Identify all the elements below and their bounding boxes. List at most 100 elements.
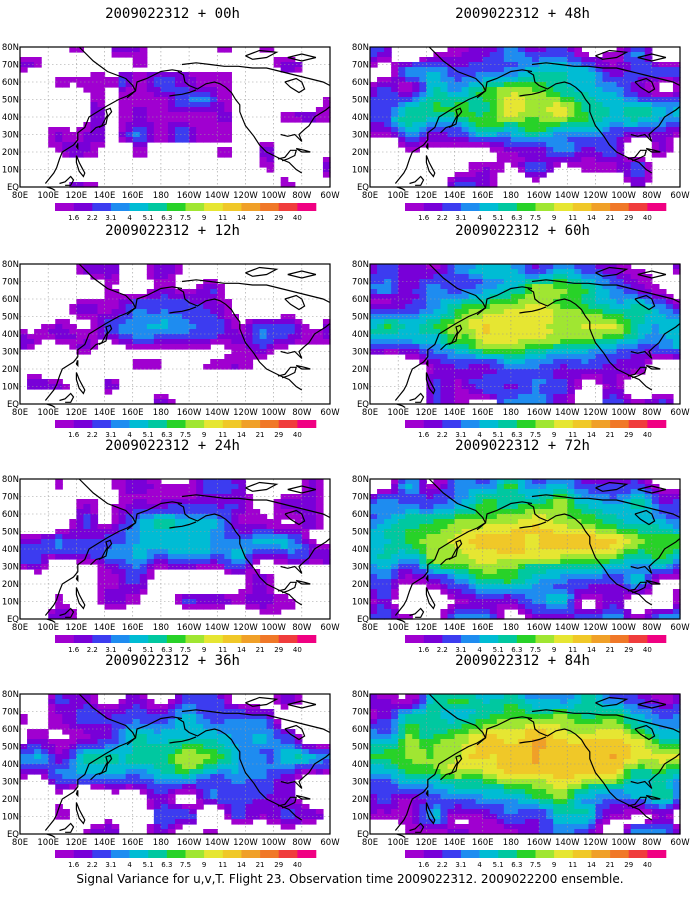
field-cell [475, 67, 484, 73]
field-cell [20, 62, 28, 68]
field-cell [433, 389, 442, 395]
field-cell [83, 304, 92, 310]
field-cell [231, 759, 240, 765]
field-cell [203, 509, 211, 515]
field-cell [301, 329, 310, 335]
field-cell [651, 324, 660, 330]
field-cell [454, 324, 463, 330]
coastline [44, 46, 137, 184]
field-cell [294, 534, 303, 540]
field-cell [259, 539, 268, 545]
field-cell [301, 754, 310, 760]
field-cell [210, 699, 218, 705]
field-cell [616, 97, 625, 103]
field-cell [238, 599, 247, 605]
field-cell [574, 289, 582, 295]
field-cell [210, 334, 218, 340]
field-cell [503, 344, 512, 350]
field-cell [118, 534, 127, 540]
field-cell [97, 309, 106, 315]
colorbar-label: 14 [237, 646, 246, 654]
field-cell [419, 77, 427, 83]
coastline [280, 538, 331, 574]
field-cell [377, 127, 385, 133]
field-cell [405, 107, 413, 113]
field-cell [510, 77, 519, 83]
field-cell [287, 529, 296, 535]
field-cell [433, 284, 442, 290]
field-cell [567, 92, 575, 98]
field-cell [132, 694, 141, 700]
field-cell [475, 177, 484, 183]
lon-tick-label: 140E [444, 191, 466, 201]
field-cell [160, 102, 169, 108]
field-cell [189, 594, 197, 600]
lon-tick-label: 160E [122, 191, 144, 201]
field-cell [539, 329, 547, 335]
field-cell [182, 759, 190, 765]
field-cell [651, 62, 660, 68]
field-cell [440, 284, 449, 290]
field-cell [539, 284, 547, 290]
field-cell [139, 709, 148, 715]
field-cell [637, 117, 646, 123]
field-cell [167, 72, 176, 78]
field-cell [496, 127, 505, 133]
field-cell [118, 519, 127, 525]
colorbar: 1.6 2.2 3.1 4 5.1 6.3 7.5 9 11 14 21 29 40 [55, 850, 317, 869]
field-cell [616, 309, 625, 315]
field-cell [231, 499, 240, 505]
field-cell [245, 514, 254, 520]
field-cell [182, 329, 190, 335]
field-cell [259, 534, 268, 540]
field-cell [203, 549, 211, 555]
field-cell [433, 67, 442, 73]
field-cell [111, 774, 120, 780]
field-cell [266, 549, 275, 555]
field-cell [167, 809, 176, 815]
field-cell [224, 354, 232, 360]
field-cell [132, 359, 141, 365]
field-cell [553, 284, 561, 290]
field-cell [489, 107, 498, 113]
field-cell [217, 324, 225, 330]
field-cell [287, 729, 296, 735]
field-cell [468, 324, 477, 330]
field-cell [175, 324, 183, 330]
field-cell [132, 719, 141, 725]
field-cell [461, 82, 470, 88]
field-cell [475, 274, 484, 280]
field-cell [245, 594, 254, 600]
field-cell [658, 147, 667, 153]
field-cell [384, 102, 392, 108]
field-cell [252, 604, 261, 610]
lon-tick-label: 120E [66, 623, 88, 633]
field-cell [217, 694, 225, 700]
field-cell [370, 132, 378, 138]
field-cell [48, 694, 56, 700]
field-cell [510, 67, 519, 73]
field-cell [454, 172, 463, 178]
colorbar-swatch [204, 635, 224, 643]
map-frame [369, 263, 681, 405]
field-cell [560, 299, 568, 305]
field-cell [62, 152, 70, 158]
field-cell [55, 699, 63, 705]
field-cell [90, 309, 99, 315]
field-cell [118, 564, 127, 570]
field-cell [644, 47, 653, 53]
field-cell [210, 744, 218, 750]
field-cell [602, 379, 611, 385]
field-cell [553, 294, 561, 300]
field-cell [315, 554, 324, 560]
field-cell [412, 339, 420, 345]
field-cell [217, 122, 225, 128]
field-cell [532, 279, 540, 285]
field-cell [482, 177, 491, 183]
field-cell [581, 369, 590, 375]
field-cell [468, 374, 477, 380]
field-cell [658, 102, 667, 108]
field-cell [482, 52, 491, 58]
field-cell [468, 47, 477, 53]
field-cell [665, 142, 674, 148]
